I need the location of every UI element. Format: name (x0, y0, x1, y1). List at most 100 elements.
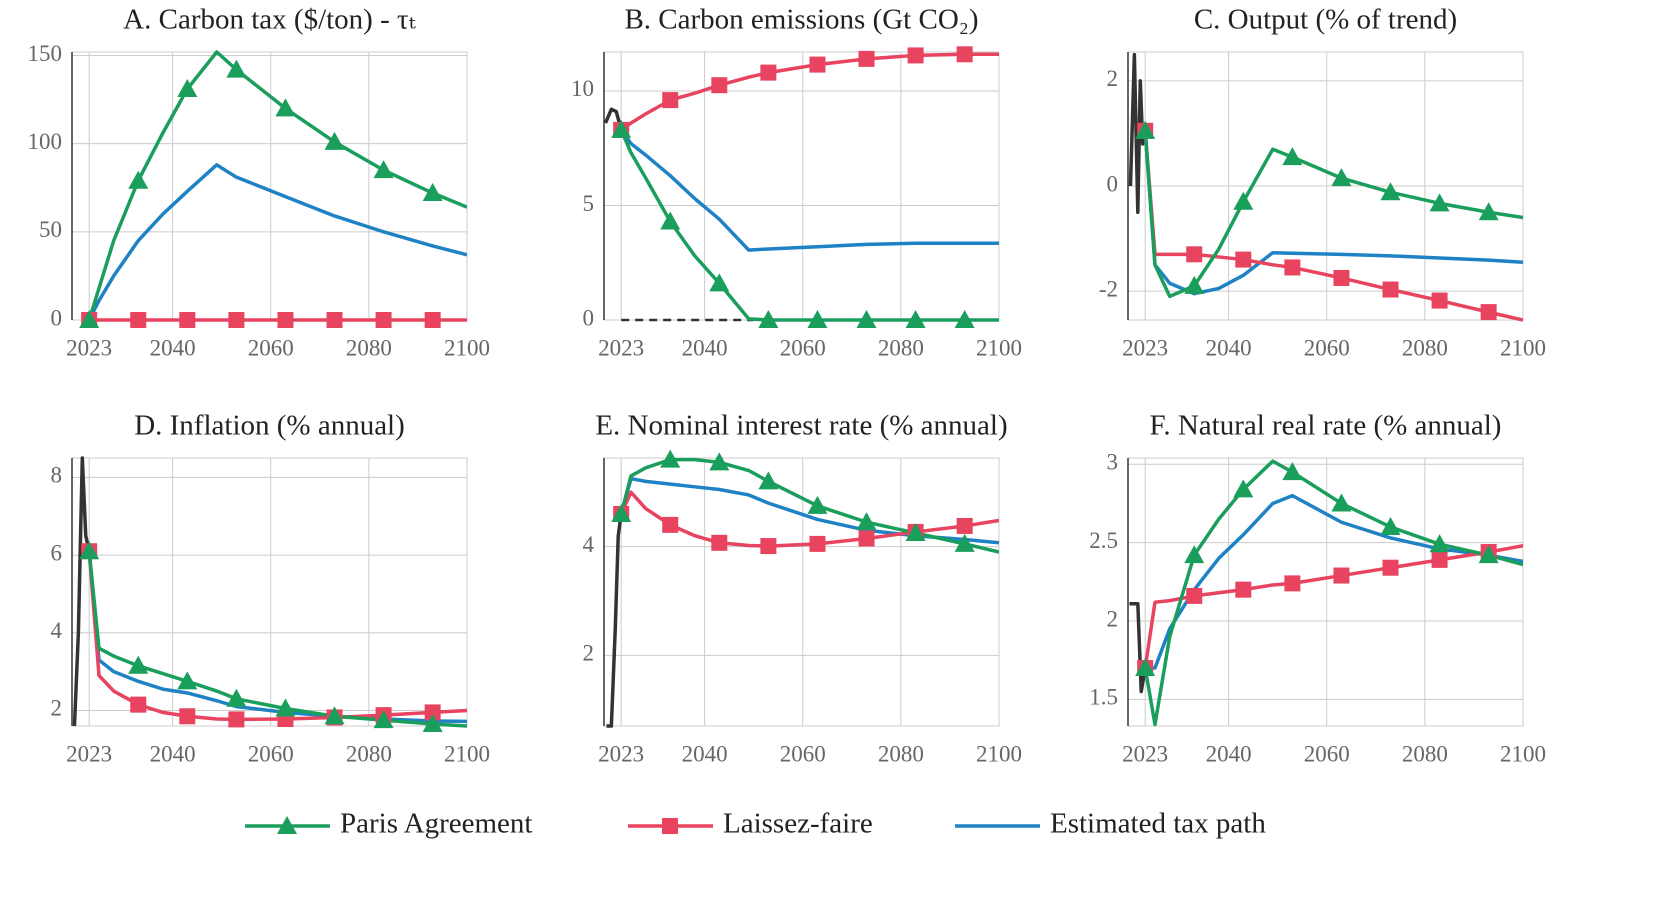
marker (709, 273, 730, 292)
marker (856, 512, 877, 531)
marker (1284, 575, 1301, 592)
x-tick-label: 2023 (66, 335, 112, 360)
marker (1380, 516, 1401, 535)
marker (1333, 269, 1350, 286)
marker (375, 312, 392, 328)
marker (79, 310, 100, 328)
marker (809, 535, 826, 552)
series-line (87, 163, 467, 321)
marker (424, 312, 441, 328)
y-tick-label: 2 (1107, 66, 1119, 91)
marker (956, 46, 973, 63)
x-tick-label: 2100 (444, 335, 490, 360)
panel: F. Natural real rate (% annual) 1.5 2 2.5 3 2… (1089, 410, 1546, 767)
x-tick-label: 2060 (1304, 335, 1350, 360)
x-tick-label: 2060 (780, 335, 826, 360)
panel-title: F. Natural real rate (% annual) (1150, 410, 1502, 442)
legend: Paris Agreement Laissez-faire Estimated ta… (245, 808, 1266, 840)
panel: C. Output (% of trend) -2 0 2 2023 2040 2060 20… (1099, 4, 1546, 361)
marker (662, 818, 678, 834)
y-tick-label: 50 (39, 217, 62, 242)
panel: D. Inflation (% annual) 2 4 6 8 2023 2040 2060 2… (51, 410, 491, 767)
marker (422, 714, 443, 733)
series-line (1143, 544, 1523, 669)
legend-label: Estimated tax path (1050, 808, 1266, 840)
marker (1282, 462, 1303, 481)
marker (1431, 292, 1448, 309)
marker (856, 310, 877, 328)
marker (1331, 168, 1352, 187)
x-tick-label: 2040 (150, 741, 196, 766)
x-tick-label: 2060 (780, 741, 826, 766)
series-line (604, 107, 623, 131)
x-tick-label: 2100 (1500, 741, 1546, 766)
marker (660, 449, 681, 468)
marker (228, 312, 245, 328)
marker (807, 495, 828, 514)
x-tick-label: 2080 (346, 741, 392, 766)
marker (1282, 147, 1303, 166)
marker (858, 50, 875, 67)
marker (275, 698, 296, 717)
y-tick-label: 2 (51, 696, 63, 721)
marker (177, 79, 198, 98)
marker (179, 708, 196, 725)
x-tick-label: 2060 (248, 741, 294, 766)
marker (226, 688, 247, 707)
marker (277, 816, 297, 834)
marker (954, 533, 975, 552)
marker (954, 310, 975, 328)
panel: A. Carbon tax ($/ton) - τₜ 0 50 100 150 2023 2… (28, 4, 491, 361)
marker (758, 471, 779, 490)
legend-label: Paris Agreement (340, 808, 532, 840)
marker (907, 47, 924, 64)
y-tick-label: 2 (1107, 606, 1119, 631)
marker (130, 312, 147, 328)
y-tick-label: 2 (583, 641, 595, 666)
x-tick-label: 2023 (1122, 335, 1168, 360)
series-line (619, 129, 999, 322)
marker (760, 64, 777, 81)
y-tick-label: 4 (583, 532, 595, 557)
marker (1331, 493, 1352, 512)
marker (709, 452, 730, 471)
marker (1233, 479, 1254, 498)
marker (1233, 191, 1254, 210)
x-tick-label: 2023 (1122, 741, 1168, 766)
x-tick-label: 2023 (598, 741, 644, 766)
marker (1184, 275, 1205, 294)
x-tick-label: 2040 (682, 741, 728, 766)
panel-title: E. Nominal interest rate (% annual) (595, 410, 1007, 442)
panel: B. Carbon emissions (Gt CO₂) 0 5 10 2023 2040… (571, 4, 1022, 361)
marker (128, 655, 149, 674)
marker (1380, 182, 1401, 201)
y-tick-label: 8 (51, 463, 63, 488)
x-tick-label: 2080 (878, 741, 924, 766)
marker (758, 310, 779, 328)
x-tick-label: 2080 (878, 335, 924, 360)
x-tick-label: 2040 (1206, 335, 1252, 360)
marker (424, 704, 441, 721)
marker (1382, 281, 1399, 298)
y-tick-label: 100 (28, 129, 63, 154)
x-tick-label: 2100 (976, 741, 1022, 766)
y-tick-label: 0 (51, 305, 63, 330)
y-tick-label: 0 (583, 305, 595, 330)
marker (1235, 251, 1252, 268)
marker (611, 119, 632, 138)
panel: E. Nominal interest rate (% annual) 2 4 202… (583, 410, 1023, 767)
panel-title: B. Carbon emissions (Gt CO₂) (624, 4, 978, 36)
marker (373, 160, 394, 179)
marker (711, 77, 728, 94)
marker (130, 696, 147, 713)
marker (228, 711, 245, 728)
marker (760, 538, 777, 555)
series-line (1129, 602, 1147, 694)
x-tick-label: 2080 (346, 335, 392, 360)
marker (1478, 202, 1499, 221)
marker (905, 310, 926, 328)
panel-title: D. Inflation (% annual) (134, 410, 405, 442)
series-line (87, 551, 467, 724)
marker (422, 183, 443, 202)
